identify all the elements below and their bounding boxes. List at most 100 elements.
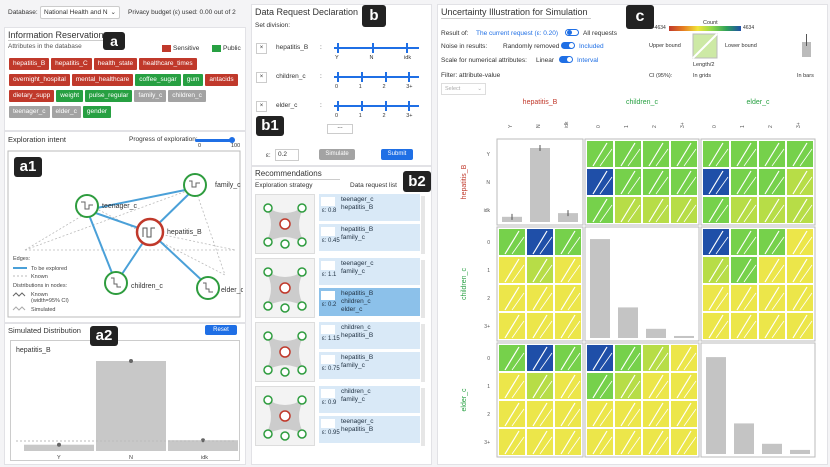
attribute-tag[interactable]: children_c (168, 90, 206, 102)
division-slider[interactable] (334, 47, 419, 49)
request-attr: hepatitis_B (341, 354, 374, 361)
attribute-tag[interactable]: family_c (134, 90, 167, 102)
attribute-tag[interactable]: healthcare_times (139, 58, 197, 70)
histogram-bar[interactable] (790, 449, 810, 454)
slider-handle[interactable] (408, 72, 411, 82)
request-item[interactable]: ε: 0.2 hepatitis_B children_c elder_c (319, 288, 420, 316)
request-item[interactable]: ε: 1.15 children_c hepatitis_B (319, 322, 420, 349)
result-toggle[interactable] (565, 29, 579, 36)
legend-simulated: Simulated (31, 307, 55, 313)
histogram-bar[interactable] (734, 423, 754, 454)
attribute-tag[interactable]: teenager_c (9, 106, 50, 118)
slider-handle[interactable] (384, 72, 387, 82)
scale-toggle[interactable] (559, 56, 573, 63)
slider-tick-label: 1 (358, 113, 362, 119)
attribute-tag[interactable]: weight (56, 90, 84, 102)
col-tick: 0 (596, 125, 602, 128)
reset-button[interactable]: Reset (205, 325, 237, 335)
request-item[interactable]: ε: 0.75 hepatitis_B family_c (319, 352, 420, 379)
histogram-bar[interactable] (646, 328, 666, 338)
request-item[interactable]: ε: 1.1 teenager_c family_c (319, 258, 420, 285)
simulate-button[interactable]: Simulate (319, 149, 355, 160)
node-hepatitis[interactable] (135, 217, 165, 247)
linear-option[interactable]: Linear (536, 57, 555, 64)
request-item[interactable]: ε: 0.95 teenager_c hepatitis_B (319, 416, 420, 443)
slider-handle[interactable] (337, 43, 339, 53)
recommendation-group[interactable]: ε: 1.15 children_c hepatitis_B ε: 0.75 hepat… (255, 322, 427, 384)
database-select[interactable]: National Health and N ⌄ (40, 6, 120, 19)
node-children[interactable] (104, 271, 128, 295)
attribute-tag[interactable]: antacids (205, 74, 238, 86)
mini-dist-icon (321, 227, 335, 236)
histogram-bar[interactable] (530, 148, 550, 222)
filter-select[interactable]: Select ⌄ (441, 83, 486, 95)
slider-handle[interactable] (408, 101, 411, 111)
request-item[interactable]: ε: 0.9 children_c family_c (319, 386, 420, 413)
node-teenager[interactable] (75, 194, 99, 218)
node-elder[interactable] (196, 276, 220, 300)
current-request-option[interactable]: The current request (ε: 0.20) (476, 30, 559, 37)
noise-toggle[interactable] (561, 42, 575, 49)
node-family[interactable] (183, 173, 207, 197)
randomly-removed-option[interactable]: Randomly removed (503, 43, 560, 50)
attribute-tag[interactable]: overnight_hospital (9, 74, 70, 86)
slider-handle[interactable] (337, 72, 339, 82)
histogram-bar[interactable] (590, 239, 610, 338)
attribute-tag[interactable]: hepatitis_C (51, 58, 92, 70)
request-attr: children_c (341, 388, 371, 395)
attribute-tag[interactable]: dietary_supp (9, 90, 55, 102)
attribute-tag[interactable]: mental_healthcare (71, 74, 134, 86)
attribute-tag[interactable]: pulse_regular (85, 90, 133, 102)
request-attr: hepatitis_B (341, 226, 374, 233)
legend-explored: To be explored (31, 266, 67, 272)
recommendation-group[interactable]: ε: 1.1 teenager_c family_c ε: 0.2 hepatitis_… (255, 258, 427, 320)
progress-slider[interactable] (195, 137, 235, 143)
remove-icon[interactable]: × (256, 43, 267, 54)
interval-option[interactable]: Interval (577, 57, 599, 64)
col-tick: 3+ (796, 122, 802, 128)
slider-tick-label: 0 (335, 113, 339, 119)
add-attribute-box[interactable]: --- (327, 124, 353, 134)
histogram-bar[interactable] (618, 307, 638, 338)
slider-handle[interactable] (360, 101, 363, 111)
histogram-bar[interactable] (558, 213, 578, 222)
division-slider[interactable] (334, 105, 419, 107)
progress-max: 100 (231, 143, 241, 149)
sensitive-swatch (162, 45, 171, 52)
slider-handle[interactable] (406, 43, 409, 53)
slider-handle[interactable] (360, 72, 363, 82)
submit-button[interactable]: Submit (381, 149, 413, 160)
attribute-tag[interactable]: health_state (93, 58, 138, 70)
division-slider[interactable] (334, 76, 419, 78)
request-item[interactable]: ε: 0.45 hepatitis_B family_c (319, 224, 420, 251)
request-item[interactable]: ε: 0.8 teenager_c hepatitis_B (319, 194, 420, 221)
attribute-tag[interactable]: gum (182, 74, 204, 86)
legend-known-dist2: (width=95% CI) (31, 298, 69, 304)
color-min: -4634 (653, 25, 666, 31)
attribute-tag[interactable]: hepatitis_B (9, 58, 50, 70)
color-scale (669, 26, 741, 31)
included-option[interactable]: Included (579, 43, 604, 50)
remove-icon[interactable]: × (256, 101, 267, 112)
all-requests-option[interactable]: All requests (583, 30, 617, 37)
epsilon-input[interactable]: 0.2 (275, 149, 299, 161)
request-epsilon: ε: 1.1 (322, 272, 337, 278)
remove-icon[interactable]: × (256, 72, 267, 83)
slider-handle[interactable] (371, 43, 374, 53)
attribute-tag[interactable]: gender (82, 106, 112, 118)
attribute-tag[interactable]: coffee_sugar (135, 74, 181, 86)
histogram-bar[interactable] (762, 443, 782, 454)
request-attr: teenager_c (341, 196, 374, 203)
attribute-tag[interactable]: elder_c (51, 106, 81, 118)
histogram-bar[interactable] (706, 357, 726, 454)
slider-handle[interactable] (384, 101, 387, 111)
recommendation-group[interactable]: ε: 0.8 teenager_c hepatitis_B ε: 0.45 hepati… (255, 194, 427, 256)
request-epsilon: ε: 0.75 (322, 366, 340, 372)
label-a: a (103, 32, 125, 50)
histogram-bar[interactable] (674, 335, 694, 338)
request-attr: family_c (341, 268, 365, 275)
slider-handle[interactable] (337, 101, 339, 111)
progress-handle[interactable] (229, 137, 235, 143)
recommendation-group[interactable]: ε: 0.9 children_c family_c ε: 0.95 teenager_… (255, 386, 427, 448)
